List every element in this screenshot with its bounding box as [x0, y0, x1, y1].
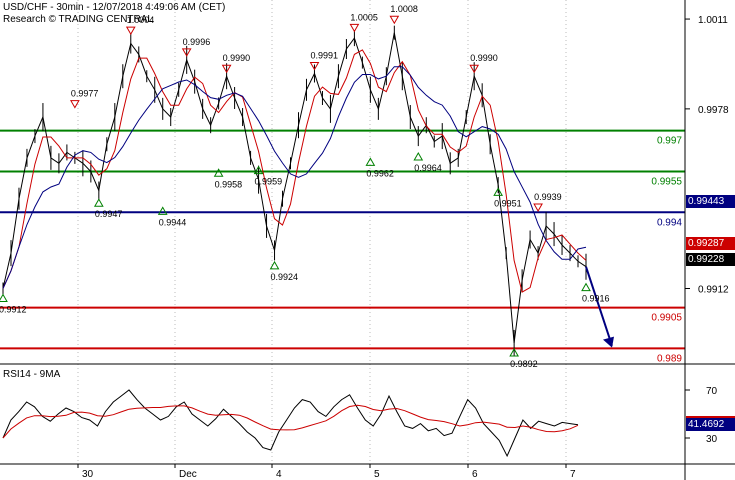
swing-low-marker: [93, 198, 104, 207]
swing-high-marker: [349, 23, 360, 33]
swing-low-label: 0.9962: [366, 168, 394, 178]
rsi-value-tag: 41.4692: [686, 418, 735, 431]
x-tick-label: 4: [276, 469, 282, 480]
chart-title: USD/CHF - 30min - 12/07/2018 4:49:06 AM …: [3, 2, 226, 13]
price-plot: [2, 25, 614, 356]
swing-low-marker: [493, 187, 504, 196]
horizontal-levels: 0.997 0.9955 0.994 0.9905 0.989: [0, 129, 685, 364]
swing-low-label: 0.9944: [159, 217, 187, 227]
swing-high-marker: [70, 100, 80, 109]
swing-high-label: 0.9977: [71, 89, 99, 99]
swing-high-marker: [125, 26, 136, 36]
swing-low-label: 0.9959: [255, 177, 283, 187]
ma-slow-line: [2, 66, 587, 289]
swing-low-marker: [413, 151, 424, 161]
rsi-plot: [2, 389, 579, 458]
x-tick-label: 30: [82, 469, 94, 480]
projection-arrowhead: [603, 336, 614, 348]
swing-high-marker: [309, 61, 320, 71]
chart-source: Research © TRADING CENTRAL: [3, 14, 153, 25]
swing-high-label: 1.0005: [350, 12, 378, 22]
swing-low-label: 0.9964: [414, 163, 442, 173]
swing-low-marker: [213, 168, 224, 177]
swing-high-label: 1.0008: [390, 4, 418, 14]
y-tick-label: 0.9978: [698, 105, 729, 116]
swing-low-marker: [365, 157, 376, 166]
swing-low-marker: [581, 282, 591, 292]
swing-high-label: 0.9991: [310, 50, 338, 60]
rsi-y-tick-label: 30: [706, 434, 718, 445]
projection-arrow: [585, 266, 613, 346]
level-label: 0.989: [657, 353, 682, 364]
level-label: 0.9955: [651, 176, 682, 187]
swing-low-marker: [0, 293, 8, 303]
rsi-title: RSI14 - 9MA: [3, 369, 61, 380]
swing-low-marker: [253, 165, 264, 175]
swing-high-label: 0.9996: [183, 37, 211, 47]
price-tag: 0.99443: [686, 195, 735, 208]
swing-high-marker: [389, 15, 400, 25]
swing-high-marker: [221, 64, 232, 74]
swing-low-marker: [157, 206, 168, 215]
swing-low-label: 0.9916: [582, 294, 610, 304]
y-tick-label: 1.0011: [698, 15, 728, 26]
swing-low-marker: [509, 347, 519, 357]
swing-high-label: 0.9990: [223, 53, 251, 63]
swing-low-label: 0.9951: [494, 198, 522, 208]
level-label: 0.9905: [651, 313, 682, 324]
ma-fast-line: [2, 49, 587, 293]
y-tick-label: 0.9912: [698, 285, 729, 296]
swing-low-label: 0.9958: [215, 179, 243, 189]
swing-low-label: 0.9912: [0, 305, 27, 315]
price-tag: 0.99228: [686, 253, 735, 266]
level-label: 0.997: [657, 136, 682, 147]
rsi-line: [2, 389, 579, 458]
swing-high-marker: [469, 64, 480, 74]
rsi-y-tick-label: 70: [706, 386, 718, 397]
swing-high-label: 0.9990: [470, 53, 498, 63]
rsi-ma-line: [2, 404, 579, 439]
swing-high-marker: [181, 48, 192, 57]
swing-high-label: 1.0004: [127, 15, 155, 25]
price-tag: 0.99287: [686, 237, 735, 250]
swing-high-marker: [533, 203, 543, 213]
level-label: 0.994: [657, 217, 682, 228]
swing-high-label: 0.9939: [534, 192, 562, 202]
x-tick-label: 7: [570, 469, 576, 480]
swing-low-marker: [269, 260, 280, 270]
x-tick-label: 6: [472, 469, 478, 480]
x-tick-label: 5: [374, 469, 380, 480]
x-tick-label: Dec: [179, 469, 197, 480]
swing-low-label: 0.9924: [271, 272, 299, 282]
price-line: [2, 32, 587, 343]
swing-low-label: 0.9947: [95, 209, 123, 219]
